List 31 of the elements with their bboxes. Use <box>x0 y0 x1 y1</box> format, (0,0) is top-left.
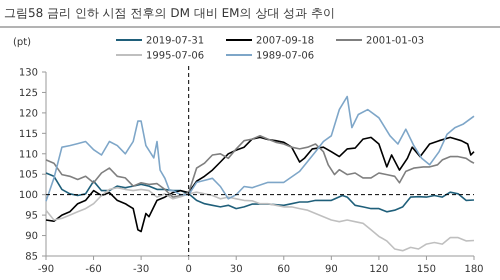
x-tick-label: -90 <box>38 264 54 275</box>
x-tick-label: -60 <box>85 264 102 275</box>
y-tick-label: 105 <box>18 170 38 181</box>
y-tick-label: 110 <box>18 149 38 160</box>
x-tick-label: 150 <box>416 264 436 275</box>
y-tick-label: 120 <box>18 108 38 120</box>
x-tick-label: 60 <box>277 264 290 275</box>
line-series <box>45 186 475 252</box>
x-tick-label: 0 <box>185 264 192 275</box>
line-series <box>45 172 475 213</box>
x-tick-label: -30 <box>132 264 150 275</box>
legend-label: 2001-01-03 <box>366 36 424 46</box>
y-tick-label: 130 <box>18 68 38 78</box>
y-tick-label: 90 <box>25 231 38 242</box>
x-tick-label: 30 <box>230 264 243 275</box>
chart-title: 그림58 금리 인하 시점 전후의 DM 대비 EM의 상대 성과 추이 <box>4 6 335 20</box>
line-series <box>45 135 475 198</box>
y-tick-label: 85 <box>25 252 38 262</box>
y-tick-label: 95 <box>25 210 38 222</box>
legend-label: 1995-07-06 <box>146 50 204 62</box>
legend-label: 1989-07-06 <box>256 50 314 62</box>
line-series <box>45 96 475 202</box>
y-tick-label: 115 <box>18 128 38 140</box>
legend-label: 2019-07-31 <box>146 36 204 46</box>
y-axis-title: (pt) <box>12 37 32 48</box>
x-tick-label: 120 <box>369 264 388 275</box>
legend-label: 2007-09-18 <box>256 36 314 46</box>
x-tick-label: 180 <box>464 264 484 275</box>
y-tick-label: 100 <box>18 190 38 202</box>
y-tick-label: 125 <box>18 88 38 99</box>
x-tick-label: 90 <box>324 264 338 275</box>
